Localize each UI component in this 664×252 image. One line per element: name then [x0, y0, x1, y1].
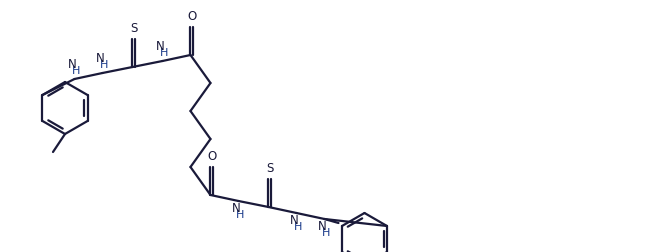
Text: O: O	[207, 150, 216, 164]
Text: N: N	[68, 58, 77, 72]
Text: H: H	[100, 60, 109, 70]
Text: N: N	[156, 41, 165, 53]
Text: S: S	[130, 22, 137, 36]
Text: H: H	[72, 66, 80, 76]
Text: N: N	[232, 203, 241, 215]
Text: H: H	[294, 222, 303, 232]
Text: S: S	[266, 163, 274, 175]
Text: O: O	[187, 11, 197, 23]
Text: N: N	[290, 214, 299, 228]
Text: N: N	[96, 52, 105, 66]
Text: H: H	[322, 228, 331, 238]
Text: N: N	[318, 220, 327, 234]
Text: H: H	[236, 210, 244, 220]
Text: H: H	[160, 48, 169, 58]
